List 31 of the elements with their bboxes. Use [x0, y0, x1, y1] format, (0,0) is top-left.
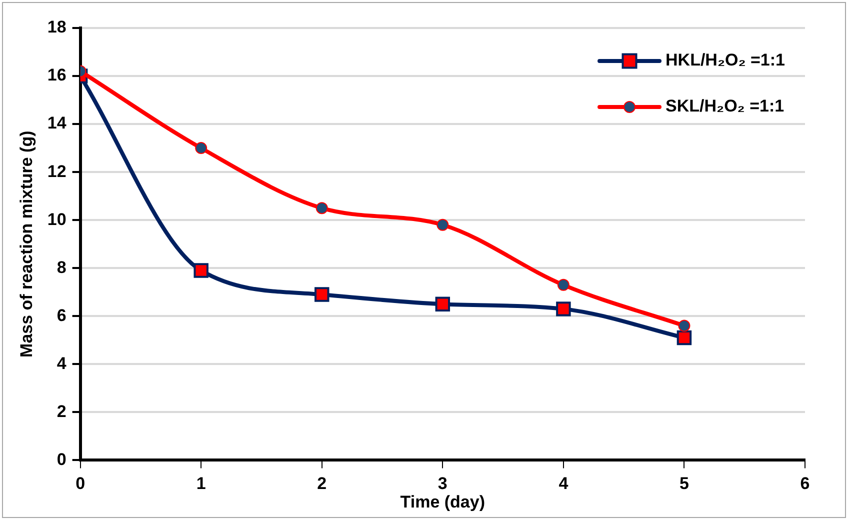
- y-tick-label: 2: [56, 402, 66, 421]
- x-tick-label: 6: [800, 474, 810, 494]
- x-tick-label: 1: [196, 474, 206, 494]
- y-axis-title: Mass of reaction mixture (g): [16, 130, 36, 358]
- legend-label: HKL/H₂O₂ =1:1: [666, 50, 786, 70]
- point: [316, 202, 328, 214]
- y-tick-label: 0: [56, 450, 66, 469]
- y-tick-label: 12: [47, 162, 66, 181]
- x-tick-label: 4: [558, 474, 569, 494]
- legend-label: SKL/H₂O₂ =1:1: [666, 96, 784, 116]
- point: [436, 218, 449, 231]
- y-tick-label: 16: [47, 66, 66, 85]
- x-tick-label: 3: [438, 474, 448, 494]
- point: [195, 142, 208, 154]
- y-tick-label: 8: [56, 258, 66, 277]
- y-tick-label: 6: [56, 306, 66, 325]
- point: [676, 330, 692, 346]
- point: [435, 296, 450, 312]
- point: [556, 302, 571, 316]
- point: [557, 278, 570, 291]
- y-tick-label: 14: [47, 114, 67, 133]
- x-tick-label: 5: [679, 474, 689, 494]
- x-tick-label: 2: [317, 474, 327, 494]
- y-tick-label: 4: [56, 354, 67, 373]
- point: [314, 287, 330, 302]
- y-tick-label: 10: [47, 210, 66, 229]
- x-tick-label: 0: [76, 474, 86, 494]
- y-tick-label: 18: [47, 18, 66, 37]
- point: [194, 263, 208, 278]
- x-axis-title: Time (day): [400, 492, 486, 512]
- point: [678, 320, 690, 332]
